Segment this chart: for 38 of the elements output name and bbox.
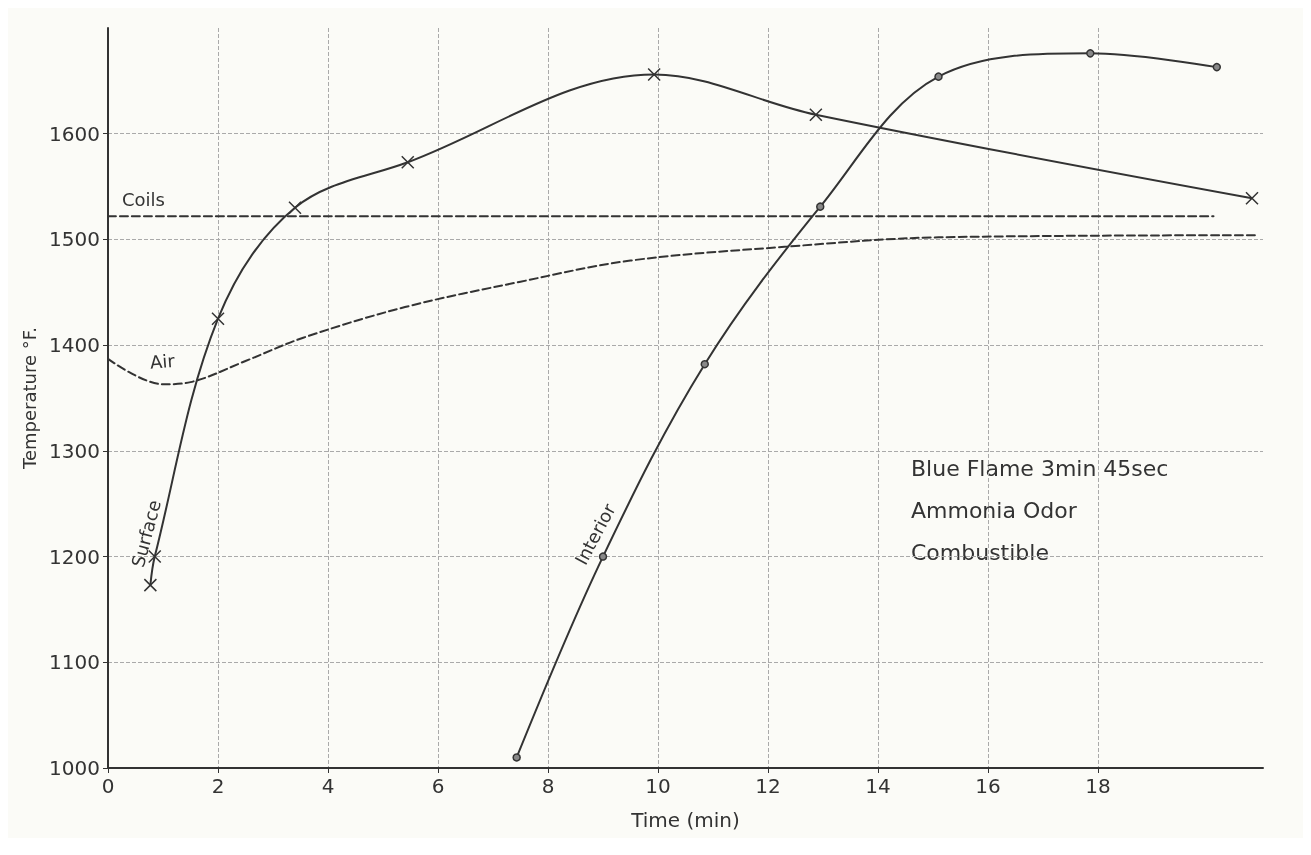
x-tick-label: 0 <box>101 774 115 798</box>
point <box>143 578 158 592</box>
x-axis-title: Time (min) <box>630 808 740 832</box>
x-tick-label: 12 <box>755 774 781 798</box>
annotation: Combustible <box>910 539 1049 565</box>
y-tick-label: 1600 <box>49 121 100 146</box>
point <box>211 311 225 326</box>
x-tick-label: 6 <box>431 774 445 798</box>
series-label: Air <box>149 349 177 373</box>
y-axis-title: Temperature °F. <box>18 327 40 470</box>
x-tick-label: 4 <box>321 774 335 798</box>
x-tick-label: 18 <box>1085 774 1111 798</box>
y-tick-label: 1100 <box>49 650 100 675</box>
series-label: Coils <box>122 188 165 210</box>
x-tick-label: 10 <box>645 774 671 798</box>
point <box>647 67 661 82</box>
x-tick-label: 2 <box>211 774 225 798</box>
point <box>816 202 825 211</box>
point <box>1086 49 1095 58</box>
point <box>401 155 415 170</box>
y-tick-label: 1400 <box>49 333 100 358</box>
point <box>809 107 823 122</box>
x-tick-label: 16 <box>975 774 1001 798</box>
annotation: Ammonia Odor <box>911 497 1078 523</box>
y-tick-label: 1200 <box>49 544 100 569</box>
point <box>934 72 943 81</box>
x-tick-label: 14 <box>865 774 891 798</box>
point <box>1212 62 1222 72</box>
point <box>288 200 302 215</box>
y-tick-label: 1000 <box>49 756 100 780</box>
x-tick-label: 8 <box>541 774 555 798</box>
point <box>700 359 709 369</box>
point <box>512 753 521 762</box>
annotation: Blue Flame 3min 45sec <box>911 455 1169 481</box>
point <box>1245 191 1259 205</box>
text: Surface <box>127 497 166 570</box>
y-tick-label: 1500 <box>49 227 100 252</box>
y-tick-label: 1300 <box>49 438 100 463</box>
